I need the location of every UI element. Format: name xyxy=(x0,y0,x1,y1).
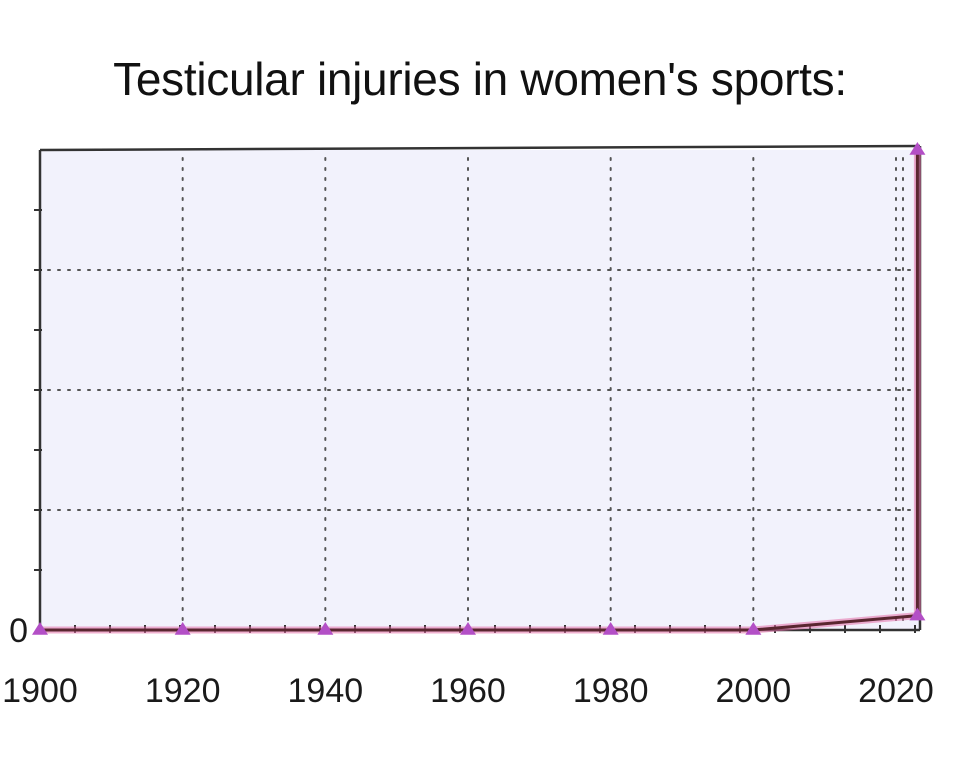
data-point-marker xyxy=(602,622,619,635)
data-point-marker xyxy=(909,142,926,155)
data-point-marker xyxy=(745,622,762,635)
data-point-marker xyxy=(909,607,926,621)
tick-labels: 1900 1920 1940 1960 1980 2000 2020 0 xyxy=(2,612,934,710)
x-tick-label: 1920 xyxy=(145,672,221,710)
data-point-marker xyxy=(174,622,191,635)
x-tick-label: 2020 xyxy=(858,672,934,710)
chart-title: Testicular injuries in women's sports: xyxy=(113,53,847,105)
data-point-marker xyxy=(460,622,476,635)
series-layer xyxy=(32,142,926,635)
data-point-marker xyxy=(317,622,334,635)
plot-top-border xyxy=(39,144,921,152)
data-point-marker xyxy=(32,622,48,635)
x-tick-label: 2000 xyxy=(716,672,792,710)
x-tick-label: 1980 xyxy=(573,672,649,710)
x-tick-label: 1960 xyxy=(430,672,506,710)
x-tick-label: 1900 xyxy=(2,672,78,710)
grid-lines xyxy=(47,157,911,627)
x-tick-label: 1940 xyxy=(288,672,364,710)
y-tick-label: 0 xyxy=(9,612,28,650)
series-line xyxy=(40,150,919,632)
